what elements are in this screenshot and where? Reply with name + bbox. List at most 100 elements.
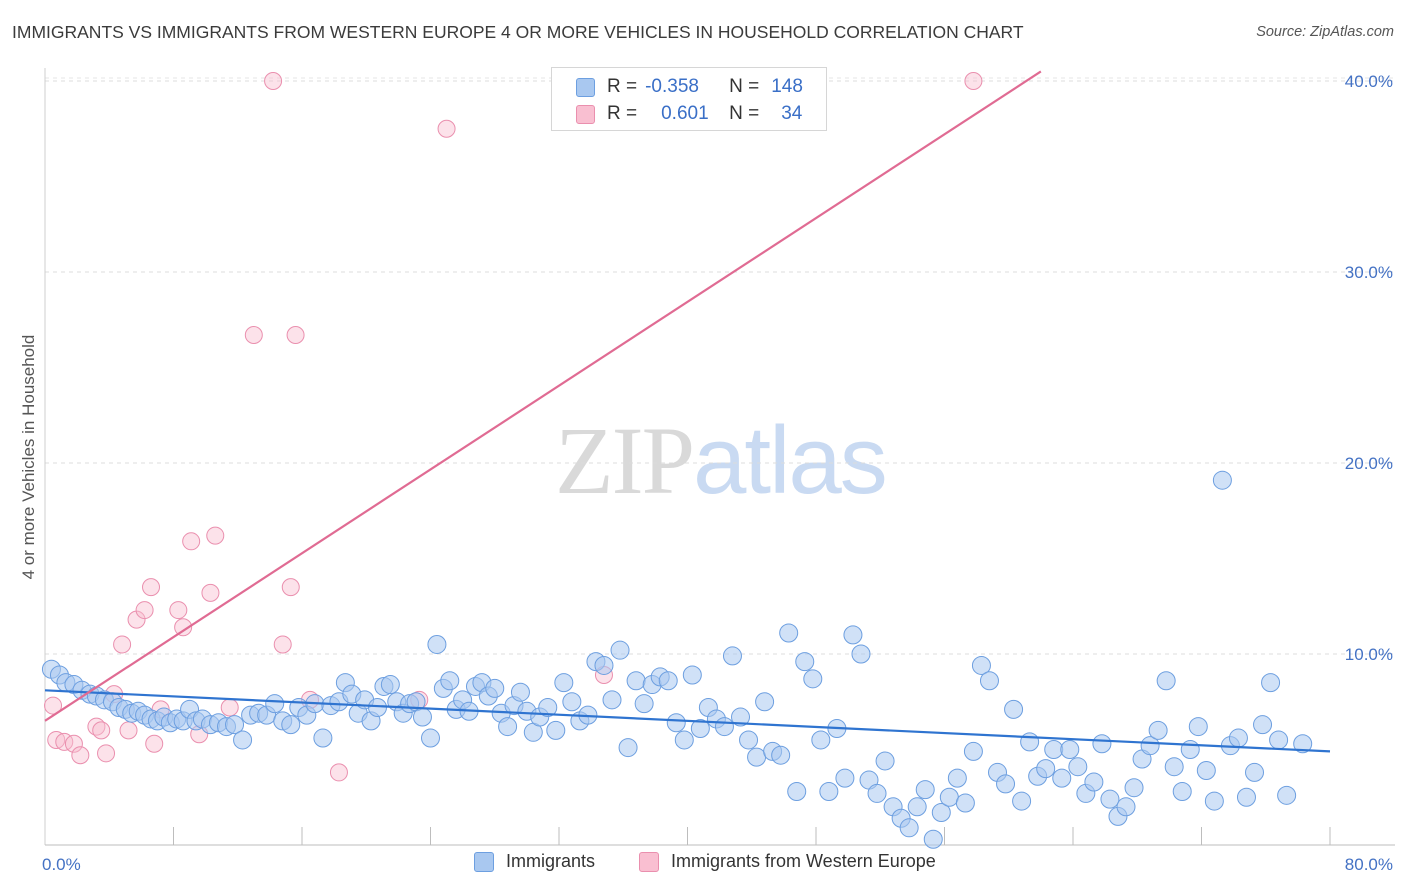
- immigrants-point: [1068, 757, 1088, 777]
- y-tick-label: 10.0%: [1345, 645, 1393, 664]
- legend-n-value: 34: [781, 103, 803, 124]
- western-europe-point: [273, 635, 292, 654]
- immigrants-point: [265, 694, 285, 714]
- western-europe-point: [169, 601, 188, 620]
- legend-r-key: R =: [607, 76, 638, 97]
- immigrants-point: [1277, 785, 1297, 805]
- immigrants-point: [747, 747, 767, 767]
- immigrants-point: [618, 738, 638, 758]
- western-europe-point: [437, 119, 456, 138]
- western-europe-point: [220, 698, 239, 717]
- legend-swatch-immigrants: [576, 77, 595, 97]
- western-europe-point: [201, 583, 220, 602]
- immigrants-point: [923, 829, 943, 849]
- series-label-immigrants: Immigrants: [506, 851, 596, 871]
- immigrants-point: [1196, 761, 1216, 781]
- immigrants-point: [1044, 740, 1064, 759]
- immigrants-point: [971, 655, 991, 675]
- immigrants-point: [907, 797, 927, 817]
- immigrants-point: [1236, 787, 1256, 807]
- immigrants-point: [313, 728, 333, 748]
- immigrants-point: [666, 713, 686, 733]
- immigrants-point: [1261, 673, 1281, 693]
- immigrants-point: [939, 787, 959, 807]
- immigrants-point: [835, 768, 855, 788]
- immigrants-point: [867, 783, 887, 803]
- immigrants-point: [996, 774, 1016, 794]
- western-europe-points: [44, 72, 983, 782]
- immigrants-point: [1036, 759, 1056, 779]
- immigrants-point: [554, 673, 574, 693]
- immigrants-point: [427, 634, 447, 654]
- series-legend-immigrants: Immigrants: [474, 851, 595, 872]
- y-tick-label: 30.0%: [1345, 263, 1393, 282]
- series-legend-western-europe: Immigrants from Western Europe: [639, 851, 936, 872]
- axes: [44, 68, 1395, 846]
- immigrants-point: [421, 728, 440, 748]
- immigrants-point: [779, 623, 799, 643]
- immigrants-point: [380, 675, 400, 695]
- immigrants-point: [546, 720, 566, 740]
- immigrants-point: [755, 692, 775, 712]
- western-europe-point: [329, 763, 348, 782]
- immigrants-point: [485, 678, 505, 698]
- immigrants-point: [1228, 728, 1248, 748]
- watermark-atlas: atlas: [693, 407, 888, 514]
- immigrants-point: [1293, 734, 1313, 754]
- western-europe-point: [244, 326, 263, 345]
- y-tick-label: 20.0%: [1345, 454, 1393, 473]
- immigrants-point: [1253, 715, 1273, 735]
- immigrants-point: [811, 730, 831, 750]
- immigrants-point: [281, 715, 301, 735]
- immigrants-point: [899, 818, 919, 838]
- western-europe-point: [135, 601, 154, 620]
- immigrants-point: [819, 782, 839, 802]
- watermark-zip: ZIP: [555, 407, 695, 514]
- western-europe-point: [119, 721, 138, 740]
- immigrants-point: [851, 644, 871, 664]
- immigrants-point: [1269, 730, 1289, 750]
- source-label: Source: ZipAtlas.com: [1256, 24, 1394, 40]
- immigrants-point: [594, 655, 614, 675]
- legend-r-value: 0.601: [661, 103, 709, 124]
- immigrants-point: [843, 625, 863, 645]
- watermark: ZIPatlas: [555, 405, 888, 516]
- immigrants-point: [731, 707, 751, 727]
- immigrants-point: [1172, 782, 1192, 802]
- legend-n-value: 148: [771, 76, 803, 97]
- immigrants-point: [795, 652, 815, 672]
- immigrants-point: [803, 669, 823, 689]
- grid-lines: [45, 77, 1395, 655]
- immigrants-point: [1052, 768, 1072, 788]
- immigrants-point: [440, 671, 460, 691]
- immigrants-points: [41, 470, 1313, 849]
- legend-r-value: -0.358: [645, 76, 699, 97]
- series-swatch-immigrants: [474, 851, 494, 872]
- legend-n-key: N =: [729, 103, 760, 124]
- immigrants-point: [498, 717, 518, 737]
- immigrants-point: [562, 692, 582, 712]
- y-tick-label: 40.0%: [1345, 72, 1393, 91]
- immigrants-point: [1148, 720, 1168, 740]
- western-europe-point: [281, 578, 300, 597]
- immigrants-point: [510, 682, 530, 702]
- immigrants-point: [955, 793, 975, 813]
- immigrants-point: [674, 730, 694, 750]
- immigrants-point: [1012, 791, 1032, 811]
- immigrants-point: [1140, 736, 1160, 756]
- trend-line-immigrants: [44, 689, 1331, 753]
- immigrants-point: [875, 751, 895, 771]
- immigrants-point: [771, 745, 791, 765]
- immigrants-point: [963, 741, 983, 761]
- immigrants-point: [947, 768, 967, 788]
- western-europe-point: [71, 746, 90, 765]
- legend-n-key: N =: [729, 76, 760, 97]
- western-europe-point: [286, 326, 305, 345]
- western-europe-point: [92, 721, 111, 740]
- series-legend: Immigrants Immigrants from Western Europ…: [0, 851, 1406, 877]
- immigrants-point: [610, 640, 630, 660]
- immigrants-point: [1156, 671, 1176, 691]
- immigrants-point: [787, 782, 807, 802]
- immigrants-point: [1164, 757, 1184, 777]
